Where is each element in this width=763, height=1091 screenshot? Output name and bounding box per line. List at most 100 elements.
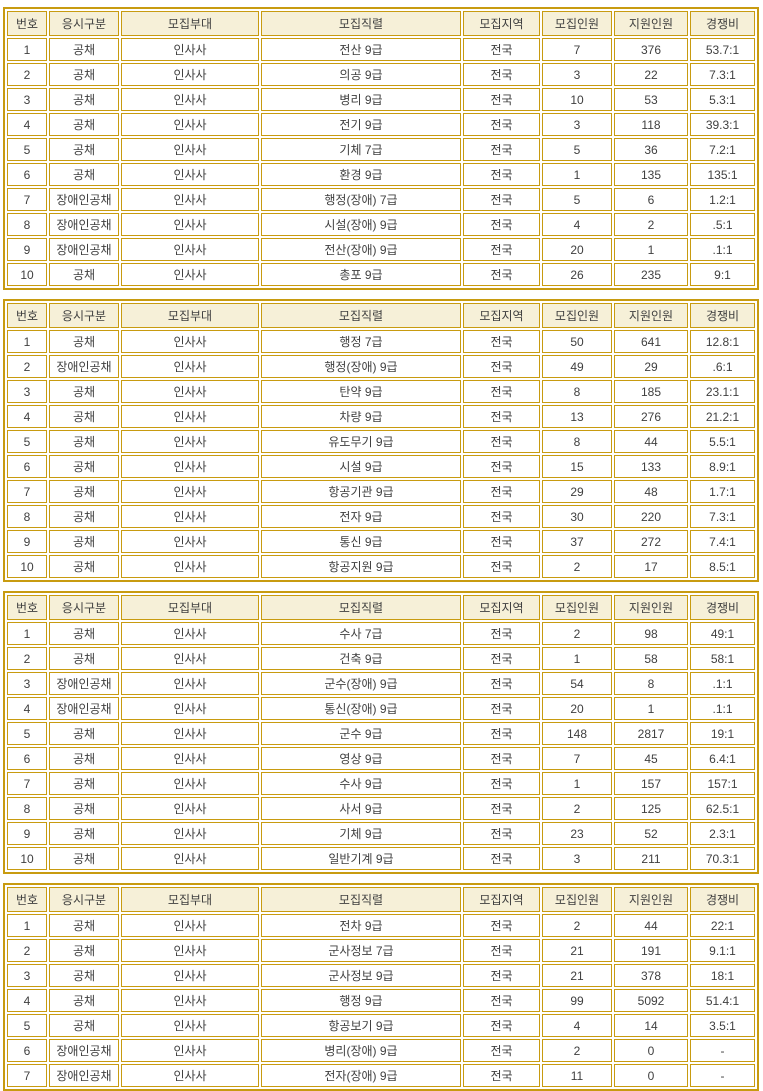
cell-number: 6 [7, 455, 47, 478]
cell-competition-ratio: 7.2:1 [690, 138, 755, 161]
cell-competition-ratio: 1.2:1 [690, 188, 755, 211]
cell-recruiting-region: 전국 [463, 138, 540, 161]
cell-recruiting-region: 전국 [463, 1014, 540, 1037]
column-header-recruiting-unit: 모집부대 [121, 887, 259, 912]
cell-recruiting-region: 전국 [463, 405, 540, 428]
cell-application-type: 공채 [49, 747, 119, 770]
cell-recruit-count: 50 [542, 330, 612, 353]
cell-application-type: 장애인공채 [49, 1064, 119, 1087]
cell-recruiting-region: 전국 [463, 1039, 540, 1062]
cell-application-type: 공채 [49, 263, 119, 286]
column-header-application-type: 응시구분 [49, 887, 119, 912]
cell-applicant-count: 2 [614, 213, 688, 236]
cell-recruit-count: 4 [542, 213, 612, 236]
cell-recruiting-region: 전국 [463, 163, 540, 186]
cell-application-type: 공채 [49, 772, 119, 795]
column-header-number: 번호 [7, 303, 47, 328]
column-header-recruit-count: 모집인원 [542, 303, 612, 328]
table-row: 2 장애인공채 인사사 행정(장애) 9급 전국 49 29.6:1 [7, 355, 755, 378]
cell-recruiting-series: 통신(장애) 9급 [261, 697, 461, 720]
cell-applicant-count: 235 [614, 263, 688, 286]
cell-recruiting-unit: 인사사 [121, 355, 259, 378]
cell-recruiting-region: 전국 [463, 480, 540, 503]
cell-recruit-count: 2 [542, 555, 612, 578]
cell-recruiting-series: 유도무기 9급 [261, 430, 461, 453]
cell-recruiting-unit: 인사사 [121, 505, 259, 528]
cell-recruiting-unit: 인사사 [121, 1039, 259, 1062]
cell-competition-ratio: 1.7:1 [690, 480, 755, 503]
cell-recruiting-series: 사서 9급 [261, 797, 461, 820]
cell-applicant-count: 0 [614, 1039, 688, 1062]
cell-recruiting-unit: 인사사 [121, 188, 259, 211]
cell-competition-ratio: 51.4:1 [690, 989, 755, 1012]
cell-recruit-count: 23 [542, 822, 612, 845]
cell-recruiting-unit: 인사사 [121, 622, 259, 645]
cell-recruiting-region: 전국 [463, 380, 540, 403]
cell-competition-ratio: 62.5:1 [690, 797, 755, 820]
table-row: 5 공채 인사사 항공보기 9급 전국 4 14 3.5:1 [7, 1014, 755, 1037]
cell-applicant-count: 52 [614, 822, 688, 845]
cell-recruiting-series: 영상 9급 [261, 747, 461, 770]
cell-number: 5 [7, 430, 47, 453]
cell-number: 9 [7, 822, 47, 845]
cell-applicant-count: 98 [614, 622, 688, 645]
cell-recruit-count: 2 [542, 914, 612, 937]
cell-competition-ratio: 70.3:1 [690, 847, 755, 870]
cell-application-type: 공채 [49, 38, 119, 61]
cell-number: 1 [7, 622, 47, 645]
cell-recruiting-region: 전국 [463, 88, 540, 111]
cell-recruiting-region: 전국 [463, 964, 540, 987]
cell-number: 10 [7, 555, 47, 578]
cell-recruit-count: 15 [542, 455, 612, 478]
cell-recruiting-unit: 인사사 [121, 747, 259, 770]
cell-recruiting-unit: 인사사 [121, 263, 259, 286]
cell-applicant-count: 17 [614, 555, 688, 578]
cell-recruiting-region: 전국 [463, 505, 540, 528]
cell-recruiting-unit: 인사사 [121, 163, 259, 186]
recruitment-competition-page: 번호 응시구분 모집부대 모집직렬 모집지역 모집인원 지원인원 경쟁비 1 공채 인사사 전산 9급… [3, 7, 759, 1091]
cell-number: 5 [7, 722, 47, 745]
cell-application-type: 공채 [49, 914, 119, 937]
cell-recruit-count: 3 [542, 63, 612, 86]
cell-recruiting-unit: 인사사 [121, 555, 259, 578]
cell-applicant-count: 157 [614, 772, 688, 795]
cell-recruiting-series: 전산 9급 [261, 38, 461, 61]
recruitment-table-1: 번호 응시구분 모집부대 모집직렬 모집지역 모집인원 지원인원 경쟁비 1 공채 인사사 전산 9급… [3, 7, 759, 290]
column-header-number: 번호 [7, 887, 47, 912]
table-row: 9 공채 인사사 통신 9급 전국 37 272 7.4:1 [7, 530, 755, 553]
cell-recruiting-series: 수사 7급 [261, 622, 461, 645]
cell-number: 1 [7, 330, 47, 353]
cell-recruiting-series: 전기 9급 [261, 113, 461, 136]
cell-recruit-count: 2 [542, 797, 612, 820]
cell-number: 8 [7, 213, 47, 236]
cell-number: 10 [7, 847, 47, 870]
cell-number: 10 [7, 263, 47, 286]
cell-recruiting-series: 행정(장애) 7급 [261, 188, 461, 211]
cell-recruiting-region: 전국 [463, 672, 540, 695]
cell-applicant-count: 185 [614, 380, 688, 403]
cell-applicant-count: 641 [614, 330, 688, 353]
cell-recruiting-unit: 인사사 [121, 1064, 259, 1087]
cell-recruiting-series: 항공지원 9급 [261, 555, 461, 578]
cell-application-type: 공채 [49, 88, 119, 111]
column-header-recruit-count: 모집인원 [542, 11, 612, 36]
table-row: 6 공채 인사사 영상 9급 전국 7 45 6.4:1 [7, 747, 755, 770]
cell-recruiting-region: 전국 [463, 113, 540, 136]
cell-application-type: 장애인공채 [49, 188, 119, 211]
cell-application-type: 공채 [49, 847, 119, 870]
cell-competition-ratio: 5.5:1 [690, 430, 755, 453]
table-row: 8 장애인공채 인사사 시설(장애) 9급 전국 4 2.5:1 [7, 213, 755, 236]
cell-recruiting-series: 행정 7급 [261, 330, 461, 353]
cell-competition-ratio: 19:1 [690, 722, 755, 745]
column-header-applicant-count: 지원인원 [614, 595, 688, 620]
cell-application-type: 공채 [49, 797, 119, 820]
cell-recruit-count: 5 [542, 188, 612, 211]
table-row: 5 공채 인사사 유도무기 9급 전국 8 44 5.5:1 [7, 430, 755, 453]
column-header-application-type: 응시구분 [49, 303, 119, 328]
cell-number: 9 [7, 530, 47, 553]
cell-recruiting-unit: 인사사 [121, 330, 259, 353]
cell-applicant-count: 118 [614, 113, 688, 136]
cell-recruiting-region: 전국 [463, 530, 540, 553]
cell-number: 7 [7, 480, 47, 503]
table-row: 2 공채 인사사 군사정보 7급 전국 21 191 9.1:1 [7, 939, 755, 962]
